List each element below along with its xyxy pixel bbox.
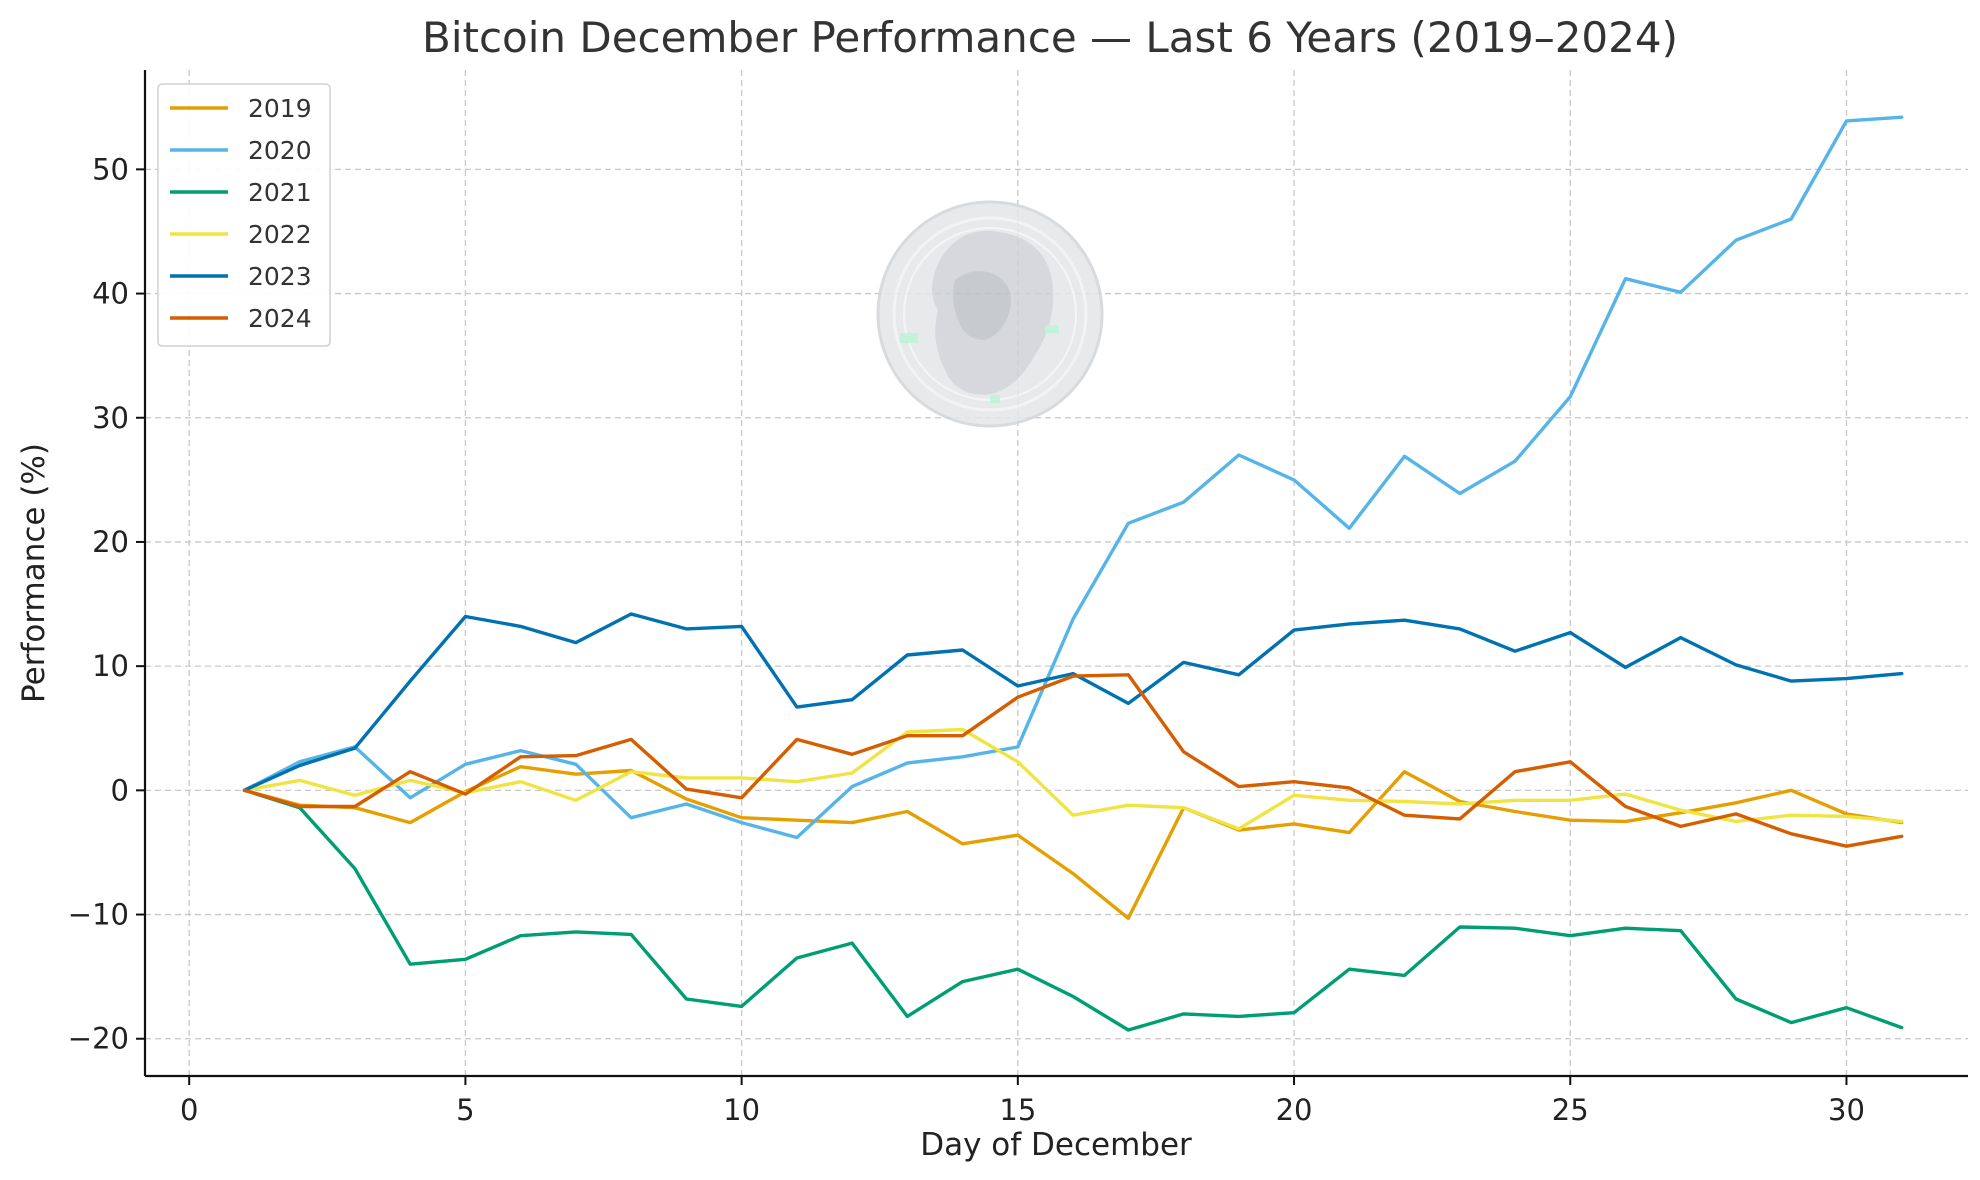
y-tick-label: 40 [92,277,129,311]
series-line-2022 [242,727,1904,831]
y-tick-label: 20 [92,525,129,559]
x-tick-label: 15 [999,1093,1036,1127]
legend-label-2020: 2020 [248,136,312,165]
x-tick-label: 30 [1828,1093,1865,1127]
legend-label-2022: 2022 [248,220,312,249]
x-tick-label: 5 [456,1093,474,1127]
y-tick-label: −10 [68,898,129,932]
bitcoin-coin-portrait-icon [876,200,1104,428]
legend-label-2024: 2024 [248,304,312,333]
legend-label-2019: 2019 [248,94,312,123]
x-tick-label: 25 [1552,1093,1589,1127]
series-line-2020 [242,115,1904,840]
series-line-2021 [242,788,1904,1032]
chart-title: Bitcoin December Performance — Last 6 Ye… [422,13,1678,62]
series-line-2023 [242,612,1904,792]
x-tick-label: 10 [723,1093,760,1127]
series-lines [242,115,1904,1032]
y-tick-label: −20 [68,1022,129,1056]
series-line-2024 [242,673,1904,848]
y-tick-label: 10 [92,649,129,683]
y-axis-label: Performance (%) [16,443,52,703]
legend-label-2021: 2021 [248,178,312,207]
x-tick-label: 0 [180,1093,198,1127]
y-tick-label: 30 [92,401,129,435]
y-tick-label: 50 [92,152,129,186]
legend-label-2023: 2023 [248,262,312,291]
axis-ticks: 0 5 10 15 20 25 30 −20 −10 0 10 20 30 40 50 [68,152,1865,1127]
grid [145,70,1968,1076]
x-axis-label: Day of December [920,1127,1192,1163]
series-line-2019 [242,765,1904,920]
legend: 2019 2020 2021 2022 2023 2024 [157,83,331,347]
y-tick-label: 0 [111,773,129,807]
x-tick-label: 20 [1276,1093,1313,1127]
